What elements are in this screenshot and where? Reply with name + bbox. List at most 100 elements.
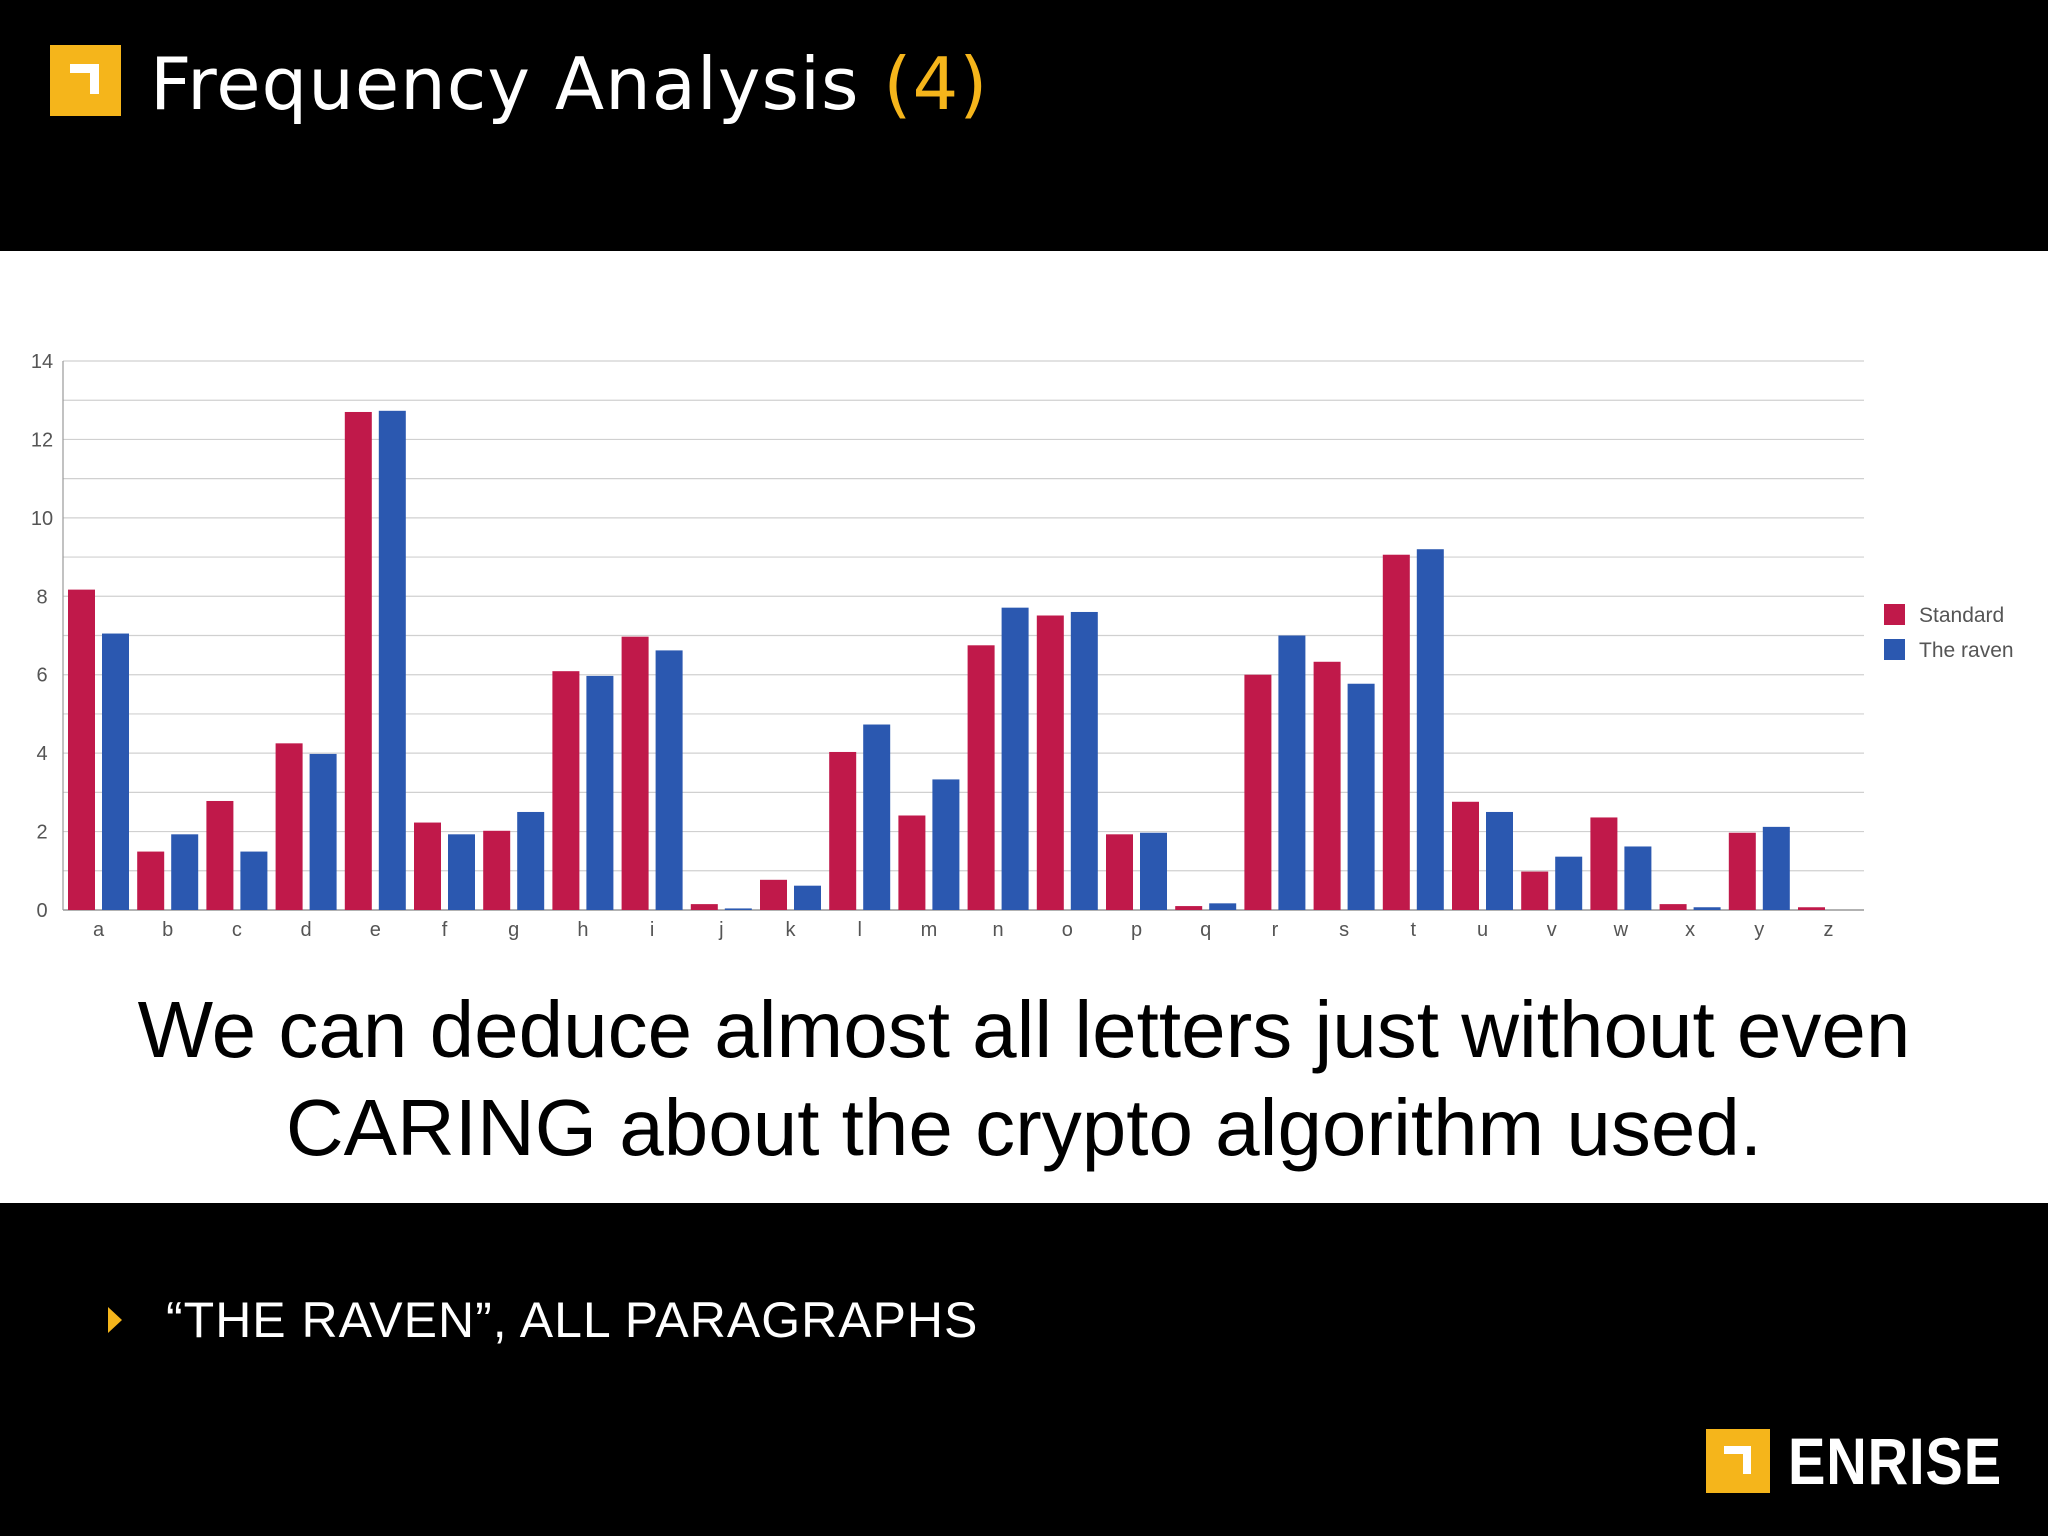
y-tick-label: 2: [36, 822, 47, 844]
bar-raven-g: [517, 811, 545, 910]
letter-frequency-chart: 0 2 4 6 8 10 12 14 a b c d e f g h i j k l m n o p q r s t u v w x y z Sta…: [31, 351, 2014, 941]
x-tick-label: c: [232, 919, 242, 941]
slide-header: Frequency Analysis (4): [0, 0, 2048, 251]
title-text: Frequency Analysis: [150, 42, 860, 126]
bar-raven-e: [378, 410, 406, 910]
bar-standard-a: [68, 589, 95, 910]
y-tick-label: 6: [36, 665, 47, 687]
bar-standard-b: [137, 851, 165, 910]
bar-raven-j: [724, 908, 752, 910]
legend-swatch-raven: [1884, 639, 1905, 660]
x-tick-label: i: [650, 919, 654, 941]
bar-raven-s: [1347, 683, 1375, 910]
bar-raven-c: [240, 851, 268, 910]
bar-standard-f: [414, 822, 441, 910]
bar-raven-l: [863, 724, 891, 910]
enrise-brand-icon: [1706, 1429, 1770, 1493]
bar-raven-x: [1693, 907, 1721, 910]
bar-standard-x: [1659, 904, 1687, 910]
triangle-bullet-icon: [108, 1307, 122, 1333]
y-tick-label: 8: [36, 586, 47, 608]
x-tick-label: e: [370, 919, 381, 941]
bar-standard-l: [829, 751, 857, 910]
x-tick-label: j: [718, 919, 723, 941]
bar-standard-z: [1798, 907, 1825, 910]
bar-raven-q: [1209, 903, 1237, 910]
bar-raven-m: [932, 779, 960, 910]
x-tick-label: h: [577, 919, 588, 941]
bar-standard-o: [1036, 615, 1064, 910]
bar-standard-c: [206, 800, 234, 910]
x-tick-label: n: [993, 919, 1004, 941]
bar-standard-v: [1521, 871, 1549, 910]
slide-title: Frequency Analysis (4): [150, 34, 988, 134]
x-tick-label: x: [1685, 919, 1695, 941]
bar-standard-m: [898, 815, 926, 910]
brand-footer: ENRISE: [1706, 1424, 2040, 1498]
y-tick-label: 10: [31, 508, 53, 530]
bar-raven-p: [1140, 832, 1167, 910]
x-tick-label: d: [301, 919, 312, 941]
x-tick-label: s: [1339, 919, 1349, 941]
bar-standard-d: [275, 743, 303, 910]
bar-standard-n: [967, 645, 995, 910]
x-tick-label: w: [1613, 919, 1629, 941]
bar-raven-f: [448, 834, 475, 910]
bar-raven-k: [794, 885, 821, 910]
bar-raven-r: [1278, 635, 1306, 910]
x-tick-label: z: [1824, 919, 1834, 941]
bar-raven-o: [1070, 611, 1098, 910]
caption-line-1: We can deduce almost all letters just wi…: [137, 985, 1911, 1074]
y-tick-label: 0: [36, 900, 47, 922]
bar-raven-v: [1555, 856, 1583, 910]
x-tick-label: l: [857, 919, 861, 941]
bar-standard-h: [552, 671, 580, 910]
bar-standard-y: [1728, 832, 1756, 910]
bullet-text: “THE RAVEN”, ALL PARAGRAPHS: [166, 1292, 979, 1348]
bar-raven-n: [1001, 607, 1029, 910]
bar-standard-q: [1175, 906, 1203, 910]
bar-standard-s: [1313, 661, 1341, 910]
bar-standard-i: [621, 636, 649, 910]
x-tick-label: o: [1062, 919, 1073, 941]
caption-line-2: CARING about the crypto algorithm used.: [285, 1083, 1763, 1172]
x-tick-label: k: [786, 919, 797, 941]
x-tick-label: t: [1411, 919, 1417, 941]
x-tick-label: v: [1547, 919, 1557, 941]
legend-swatch-standard: [1884, 604, 1905, 625]
bar-raven-a: [102, 633, 129, 910]
bar-standard-u: [1452, 801, 1479, 910]
caption: We can deduce almost all letters just wi…: [0, 981, 2048, 1177]
brand-name: ENRISE: [1788, 1424, 2002, 1498]
bar-standard-p: [1106, 834, 1133, 910]
bar-standard-g: [483, 830, 511, 910]
bar-raven-t: [1416, 549, 1444, 910]
x-tick-label: m: [921, 919, 938, 941]
x-tick-label: a: [93, 919, 105, 941]
bar-standard-w: [1590, 817, 1618, 910]
y-tick-label: 4: [36, 743, 47, 765]
y-tick-label: 12: [31, 429, 53, 451]
title-number: (4): [883, 42, 989, 126]
x-tick-label: r: [1272, 919, 1279, 941]
bar-raven-d: [309, 753, 337, 910]
legend-label-standard: Standard: [1919, 604, 2004, 627]
bar-standard-k: [760, 879, 787, 910]
bar-standard-j: [690, 904, 718, 910]
x-tick-label: q: [1200, 919, 1211, 941]
bar-raven-i: [655, 650, 683, 910]
bar-raven-w: [1624, 846, 1652, 910]
y-tick-label: 14: [31, 351, 53, 373]
bar-raven-b: [171, 834, 199, 910]
bar-raven-u: [1486, 811, 1513, 910]
bar-raven-h: [586, 675, 614, 910]
bar-standard-e: [344, 411, 372, 910]
x-tick-label: p: [1131, 919, 1142, 941]
x-tick-label: b: [162, 919, 173, 941]
legend-label-raven: The raven: [1919, 639, 2014, 662]
x-tick-label: y: [1754, 919, 1764, 941]
bar-standard-r: [1244, 674, 1272, 910]
bar-standard-t: [1382, 554, 1410, 910]
x-tick-label: g: [508, 919, 519, 941]
slide-content: 0 2 4 6 8 10 12 14 a b c d e f g h i j k l m n o p q r s t u v w x y z Sta…: [0, 251, 2048, 1203]
